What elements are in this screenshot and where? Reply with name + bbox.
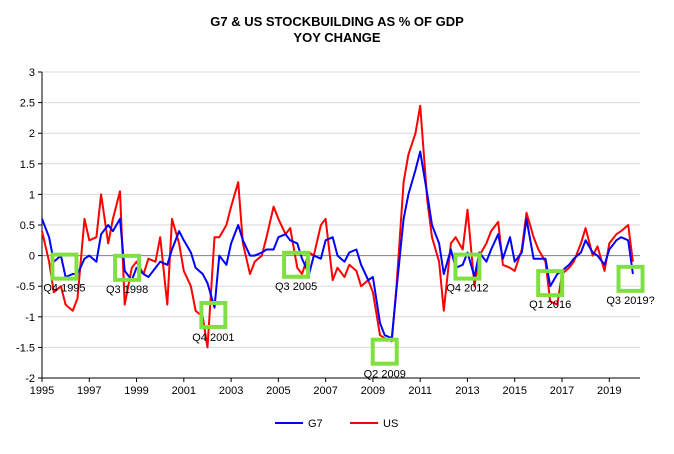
y-tick-label: 1.5 (20, 159, 35, 171)
x-tick-label: 2017 (550, 385, 574, 397)
chart-title: G7 & US STOCKBUILDING AS % OF GDP (210, 14, 464, 29)
annotation-box (50, 252, 79, 281)
annotation-box (616, 264, 645, 293)
annotation-label: Q1 2016 (529, 299, 571, 311)
x-tick-label: 2013 (455, 385, 479, 397)
annotation-label: Q3 2005 (275, 281, 317, 293)
annotation-box (453, 252, 482, 281)
x-tick-label: 2003 (219, 385, 243, 397)
y-tick-label: 2 (29, 128, 35, 140)
legend-label-g7: G7 (308, 418, 323, 430)
annotation-label: Q4 2001 (192, 332, 234, 344)
y-tick-label: 3 (29, 67, 35, 79)
annotation-box (370, 337, 399, 366)
annotation-box (199, 300, 228, 329)
x-tick-label: 2019 (597, 385, 621, 397)
x-tick-label: 1999 (124, 385, 148, 397)
series-line-us (41, 104, 634, 349)
annotation-label: Q2 2009 (364, 369, 406, 381)
annotations: Q4 1995 Q3 1998 Q4 2001 Q3 2005 Q2 2009 Q4 20… (43, 250, 655, 381)
y-tick-label: 2.5 (20, 98, 35, 110)
x-tick-label: 2011 (408, 385, 432, 397)
x-tick-label: 2005 (266, 385, 290, 397)
annotation-label: Q4 1995 (43, 283, 85, 295)
y-tick-label: -1.5 (16, 342, 35, 354)
annotation-label: Q3 2019? (606, 295, 654, 307)
x-tick-label: 2009 (361, 385, 385, 397)
annotation-box (113, 253, 142, 282)
x-tick-label: 2015 (502, 385, 526, 397)
y-tick-label: -1 (25, 312, 35, 324)
y-tick-label: 0.5 (20, 220, 35, 232)
annotation-box (282, 250, 311, 279)
x-tick-label: 1995 (30, 385, 54, 397)
legend-label-us: US (383, 418, 398, 430)
chart-subtitle: YOY CHANGE (293, 30, 380, 45)
x-tick-label: 2001 (172, 385, 196, 397)
y-tick-label: -0.5 (16, 281, 35, 293)
x-tick-label: 2007 (313, 385, 337, 397)
x-tick-label: 1997 (77, 385, 101, 397)
annotation-box (536, 269, 565, 298)
series-lines (41, 104, 634, 349)
series-line-g7 (41, 150, 634, 340)
y-tick-label: 1 (29, 189, 35, 201)
annotation-label: Q4 2012 (446, 283, 488, 295)
y-tick-label: 0 (29, 251, 35, 263)
annotation-label: Q3 1998 (106, 284, 148, 296)
y-tick-label: -2 (25, 373, 35, 385)
legend: G7 US (275, 418, 398, 430)
